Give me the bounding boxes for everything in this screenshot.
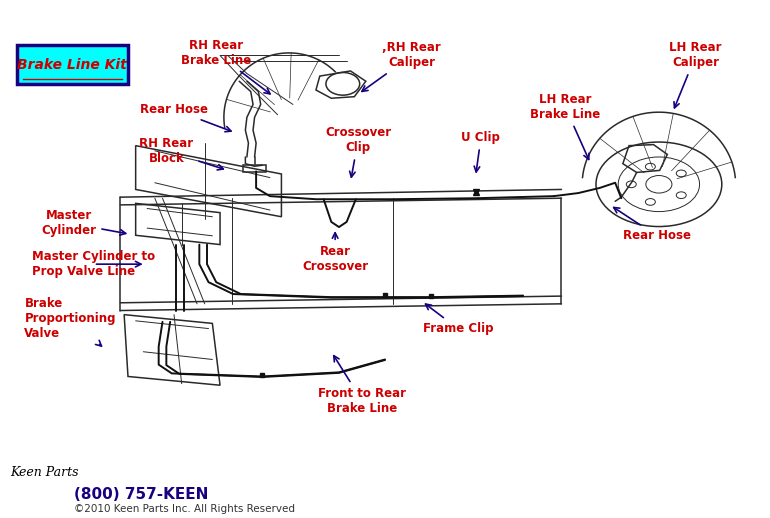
Text: RH Rear
Brake Line: RH Rear Brake Line	[181, 39, 270, 94]
Text: Brake Line Kit: Brake Line Kit	[18, 57, 127, 71]
Text: (800) 757-KEEN: (800) 757-KEEN	[74, 487, 209, 502]
Text: Rear Hose: Rear Hose	[140, 103, 231, 132]
Text: ©2010 Keen Parts Inc. All Rights Reserved: ©2010 Keen Parts Inc. All Rights Reserve…	[74, 504, 295, 514]
Text: U Clip: U Clip	[461, 132, 500, 172]
Text: Crossover
Clip: Crossover Clip	[325, 126, 391, 177]
Text: Master
Cylinder: Master Cylinder	[42, 209, 126, 237]
Text: Brake
Proportioning
Valve: Brake Proportioning Valve	[25, 297, 116, 346]
Text: RH Rear
Block: RH Rear Block	[139, 137, 223, 170]
FancyBboxPatch shape	[17, 45, 128, 84]
Text: Rear Hose: Rear Hose	[614, 207, 691, 242]
Text: LH Rear
Caliper: LH Rear Caliper	[669, 41, 722, 108]
Text: LH Rear
Brake Line: LH Rear Brake Line	[531, 93, 601, 160]
Text: ,RH Rear
Caliper: ,RH Rear Caliper	[362, 41, 441, 91]
Bar	[243, 165, 266, 172]
Text: Keen Parts: Keen Parts	[11, 466, 79, 479]
Text: Master Cylinder to
Prop Valve Line: Master Cylinder to Prop Valve Line	[32, 250, 156, 278]
Text: Front to Rear
Brake Line: Front to Rear Brake Line	[318, 356, 406, 415]
Text: Frame Clip: Frame Clip	[423, 304, 493, 335]
Text: Rear
Crossover: Rear Crossover	[302, 233, 368, 273]
